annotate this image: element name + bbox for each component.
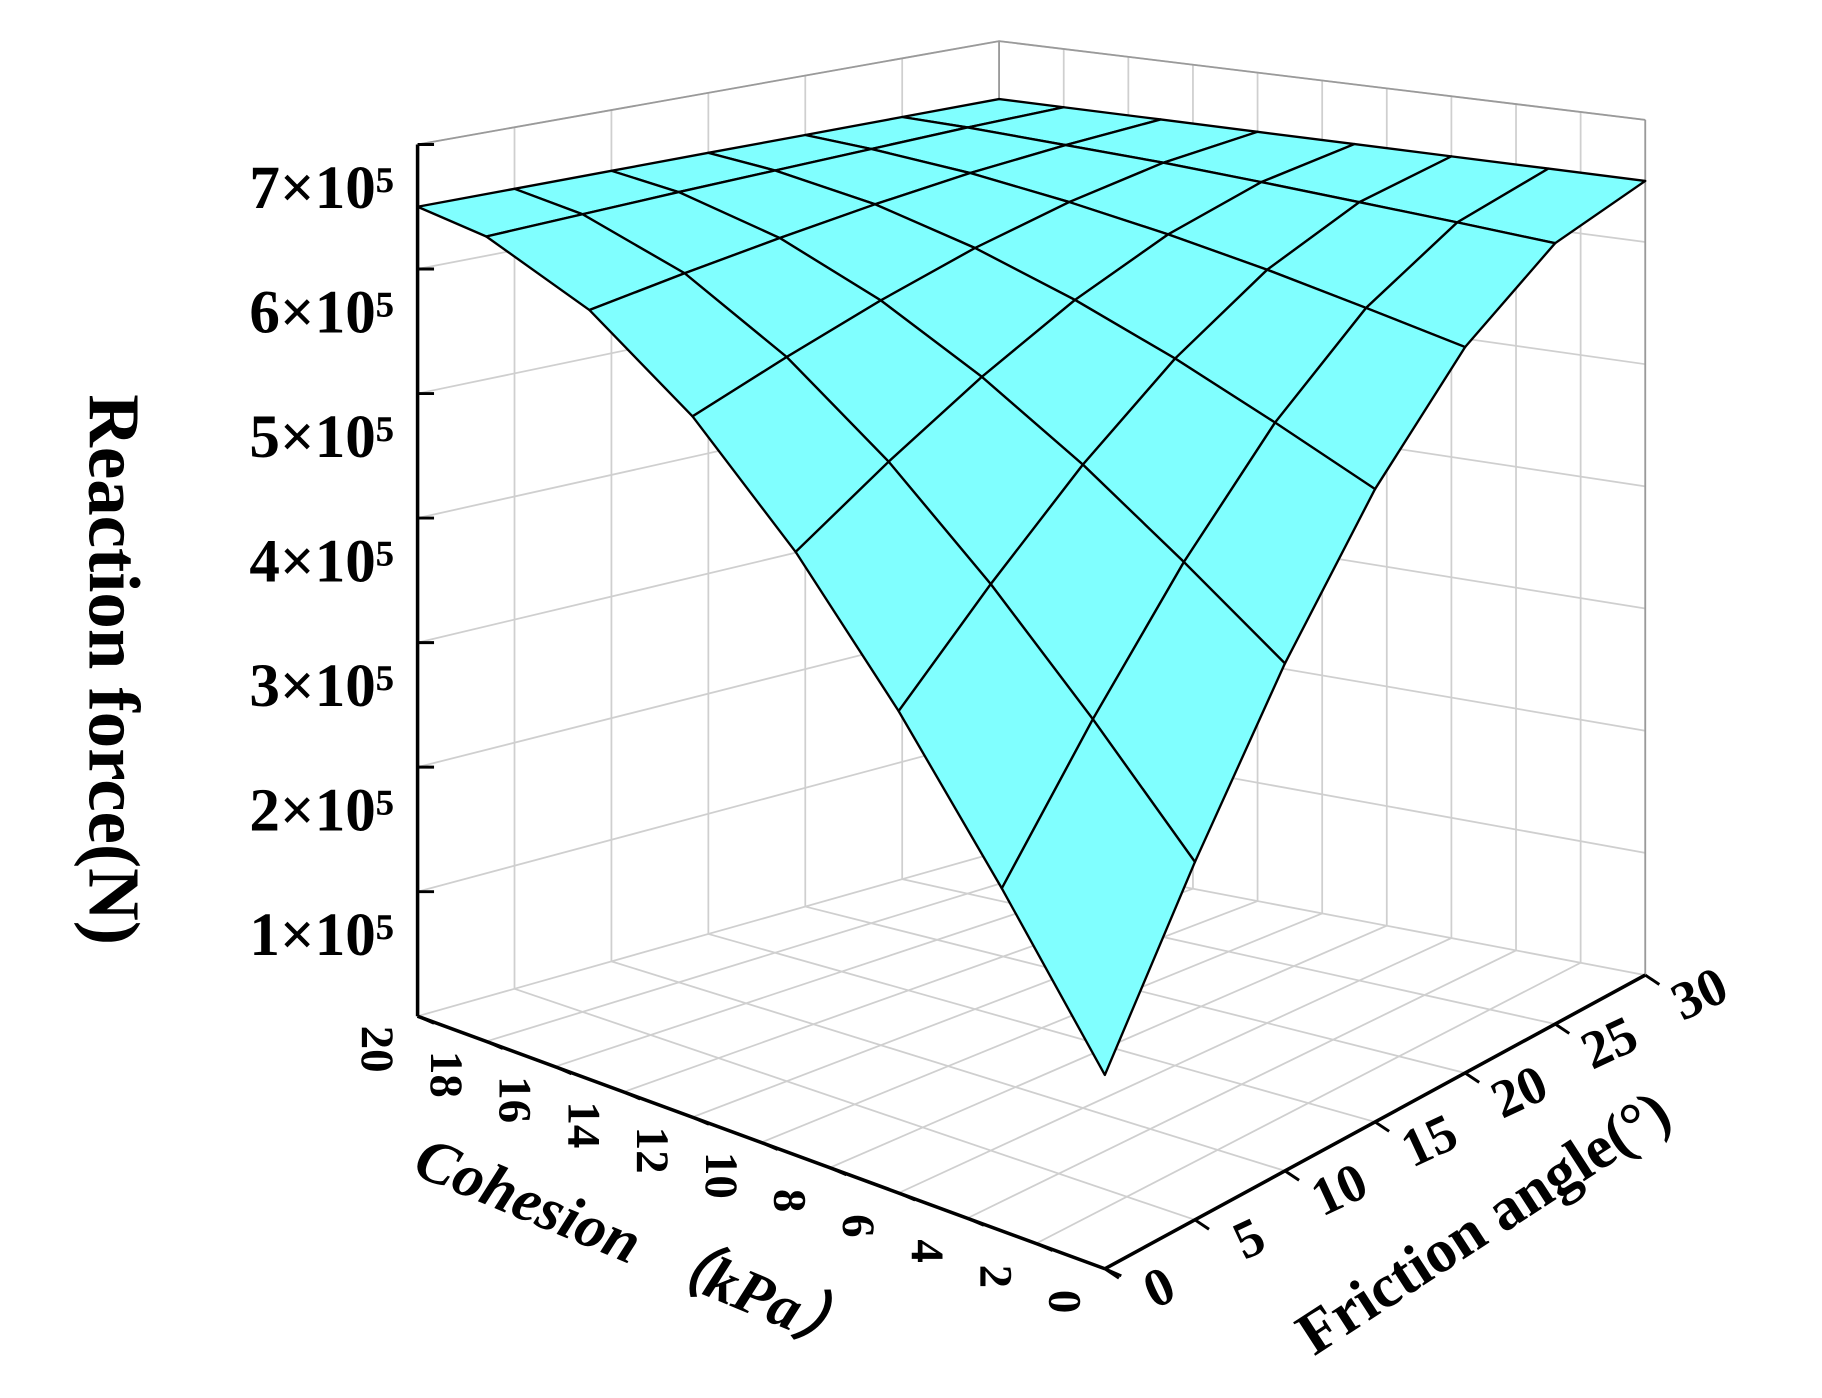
y-tick [1284, 1169, 1300, 1182]
x-tick-label: 2 [970, 1265, 1022, 1289]
x-tick-label: 16 [489, 1076, 541, 1123]
z-tick-label: 5×10⁵ [249, 404, 394, 471]
y-tick-label: 0 [1134, 1254, 1184, 1320]
y-tick-label: 15 [1392, 1102, 1466, 1179]
x-tick [417, 1014, 435, 1025]
x-tick [485, 1040, 504, 1050]
x-tick [1035, 1242, 1054, 1252]
x-tick-label: 18 [420, 1051, 472, 1098]
x-tick-label: 14 [557, 1101, 609, 1148]
x-tick [691, 1115, 710, 1126]
surface-cell [1000, 718, 1197, 1077]
y-tick [1554, 1022, 1571, 1035]
x-tick-label: 10 [695, 1152, 747, 1199]
y-tick-label: 5 [1224, 1205, 1274, 1271]
z-tick-label: 3×10⁵ [249, 653, 394, 720]
z-tick-label: 2×10⁵ [249, 777, 394, 844]
y-tick-label: 10 [1302, 1151, 1376, 1228]
x-tick-label: 0 [1038, 1290, 1090, 1313]
y-tick-label: 20 [1482, 1053, 1556, 1130]
z-axis-label: Reaction force(N) [74, 394, 155, 945]
x-tick [623, 1090, 641, 1101]
axes [415, 40, 1661, 1280]
y-axis-label: Friction angle(°) [1285, 1078, 1682, 1368]
z-tick-label: 6×10⁵ [249, 279, 394, 346]
grid-line [901, 878, 1556, 1025]
y-tick [1194, 1218, 1210, 1231]
x-tick-label: 8 [764, 1189, 816, 1213]
grid-line [708, 933, 1376, 1123]
x-tick [898, 1191, 916, 1202]
y-tick-label: 25 [1572, 1004, 1646, 1081]
x-tick [829, 1166, 847, 1177]
y-tick-label: 30 [1662, 955, 1736, 1032]
y-tick [1464, 1071, 1481, 1084]
y-tick [1374, 1120, 1390, 1133]
z-tick-label: 7×10⁵ [249, 155, 394, 222]
grid-line [611, 960, 1286, 1172]
x-tick-label: 4 [901, 1239, 953, 1263]
grid-line [514, 987, 1196, 1221]
x-axis [416, 1014, 1106, 1271]
x-tick [554, 1065, 573, 1076]
z-tick-label: 1×10⁵ [249, 902, 394, 969]
box-edge [417, 40, 1646, 146]
x-tick-label: 12 [626, 1127, 678, 1174]
x-tick-label: 20 [351, 1026, 403, 1073]
x-tick-label: 6 [832, 1214, 884, 1238]
z-tick-label: 4×10⁵ [249, 528, 394, 595]
surface [416, 97, 1647, 1077]
labels: 024681012141618200510152025301×10⁵2×10⁵3… [249, 155, 1736, 1320]
x-tick [966, 1216, 985, 1227]
y-tick [1104, 1267, 1120, 1280]
y-tick [1644, 973, 1661, 986]
x-tick [760, 1141, 779, 1151]
